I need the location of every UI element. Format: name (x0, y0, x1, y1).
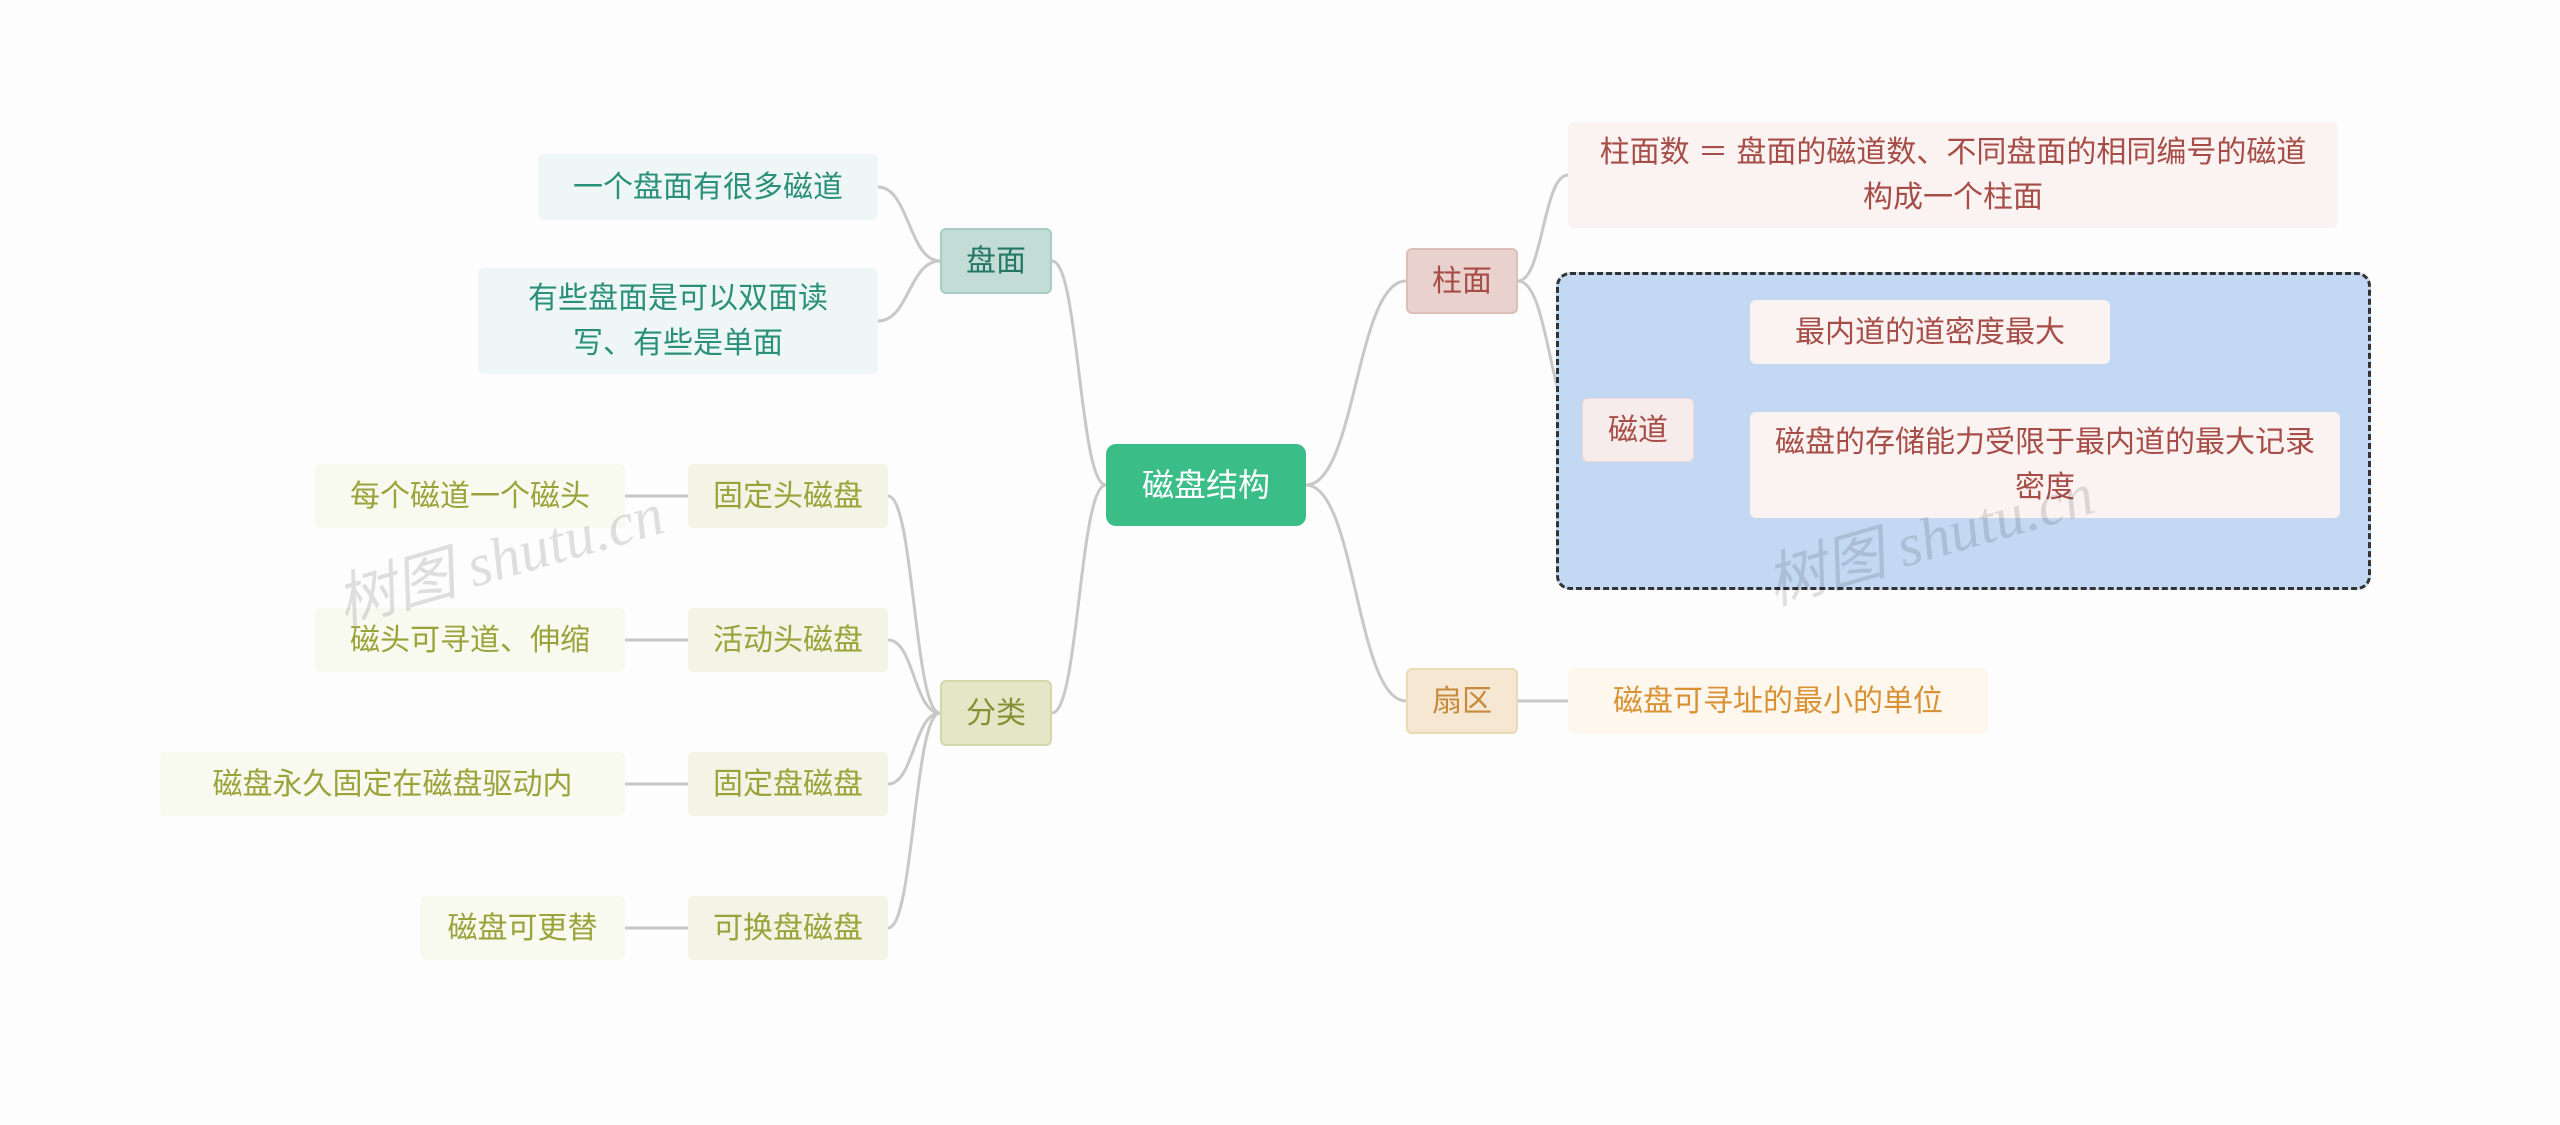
node-fl-s2: 活动头磁盘 (688, 608, 888, 672)
label-fl-s1: 固定头磁盘 (713, 474, 863, 519)
label-sq-leaf: 磁盘可寻址的最小的单位 (1613, 679, 1943, 724)
node-fenlei: 分类 (940, 680, 1052, 746)
node-cd-leaf1: 最内道的道密度最大 (1750, 300, 2110, 364)
node-pm-leaf2: 有些盘面是可以双面读写、有些是单面 (478, 268, 878, 374)
label-fl-s2: 活动头磁盘 (713, 618, 863, 663)
node-fl-s3: 固定盘磁盘 (688, 752, 888, 816)
label-zm-leaf1: 柱面数 ＝ 盘面的磁道数、不同盘面的相同编号的磁道构成一个柱面 (1590, 130, 2316, 220)
root-node: 磁盘结构 (1106, 444, 1306, 526)
node-sq-leaf: 磁盘可寻址的最小的单位 (1568, 668, 1988, 734)
node-fl-s4: 可换盘磁盘 (688, 896, 888, 960)
node-fl-l1: 每个磁道一个磁头 (315, 464, 625, 528)
node-shanqu: 扇区 (1406, 668, 1518, 734)
label-pm-leaf2: 有些盘面是可以双面读写、有些是单面 (500, 276, 856, 366)
label-fl-l1: 每个磁道一个磁头 (350, 474, 590, 519)
label-cd-leaf2: 磁盘的存储能力受限于最内道的最大记录密度 (1772, 420, 2318, 510)
node-fl-l4: 磁盘可更替 (420, 896, 625, 960)
label-zhumian: 柱面 (1432, 259, 1492, 304)
label-fl-l3: 磁盘永久固定在磁盘驱动内 (213, 762, 573, 807)
node-cd-leaf2: 磁盘的存储能力受限于最内道的最大记录密度 (1750, 412, 2340, 518)
node-zm-leaf1: 柱面数 ＝ 盘面的磁道数、不同盘面的相同编号的磁道构成一个柱面 (1568, 122, 2338, 228)
label-fenlei: 分类 (966, 691, 1026, 736)
label-cd-leaf1: 最内道的道密度最大 (1795, 310, 2065, 355)
node-fl-l3: 磁盘永久固定在磁盘驱动内 (160, 752, 625, 816)
node-pm-leaf1: 一个盘面有很多磁道 (538, 154, 878, 220)
label-cidao: 磁道 (1608, 408, 1668, 453)
node-panmian: 盘面 (940, 228, 1052, 294)
label-fl-l4: 磁盘可更替 (448, 906, 598, 951)
label-shanqu: 扇区 (1432, 679, 1492, 724)
label-pm-leaf1: 一个盘面有很多磁道 (573, 165, 843, 210)
node-zhumian: 柱面 (1406, 248, 1518, 314)
label-fl-l2: 磁头可寻道、伸缩 (350, 618, 590, 663)
node-fl-s1: 固定头磁盘 (688, 464, 888, 528)
root-label: 磁盘结构 (1142, 461, 1270, 509)
node-cidao: 磁道 (1582, 398, 1694, 462)
label-fl-s4: 可换盘磁盘 (713, 906, 863, 951)
label-fl-s3: 固定盘磁盘 (713, 762, 863, 807)
label-panmian: 盘面 (966, 239, 1026, 284)
node-fl-l2: 磁头可寻道、伸缩 (315, 608, 625, 672)
